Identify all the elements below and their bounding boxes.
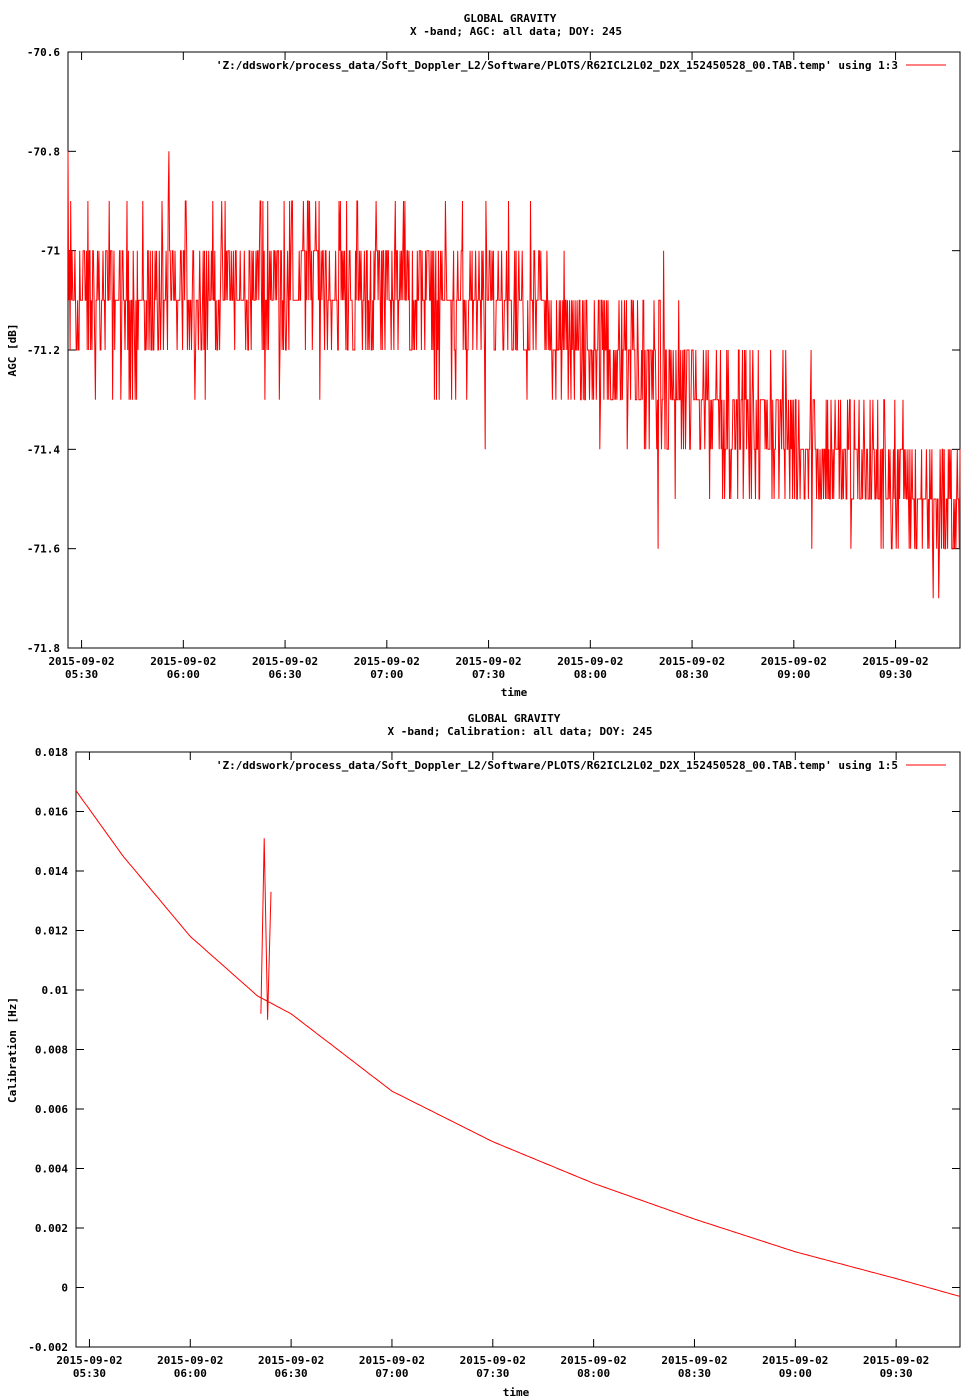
cal-y-ticks: 0.018 0.016 0.014 0.012 0.01 0.008 0.006 0.004 0…: [28, 746, 960, 1354]
agc-ytick-label: -71.6: [27, 543, 60, 556]
agc-xtick-date: 2015-09-02: [455, 655, 521, 668]
agc-xtick-date: 2015-09-02: [150, 655, 216, 668]
agc-y-ticks: -70.6 -70.8 -71 -71.2 -71.4 -71.6 -71.8: [27, 46, 960, 655]
cal-xtick-date: 2015-09-02: [561, 1354, 627, 1367]
cal-ytick-label: 0.014: [35, 865, 68, 878]
cal-ytick-label: 0.008: [35, 1044, 68, 1057]
cal-ytick-label: 0.012: [35, 925, 68, 938]
cal-xtick-date: 2015-09-02: [661, 1354, 727, 1367]
agc-ytick-label: -70.6: [27, 46, 60, 59]
agc-x-ticks: 2015-09-0205:302015-09-0206:002015-09-02…: [48, 52, 929, 681]
cal-xtick-date: 2015-09-02: [157, 1354, 223, 1367]
cal-xtick-date: 2015-09-02: [258, 1354, 324, 1367]
cal-y-axis-label: Calibration [Hz]: [6, 997, 19, 1103]
agc-xtick-date: 2015-09-02: [761, 655, 827, 668]
agc-xtick-date: 2015-09-02: [862, 655, 928, 668]
cal-xtick-time: 06:30: [275, 1367, 308, 1380]
cal-xtick-time: 05:30: [73, 1367, 106, 1380]
agc-xtick-time: 09:00: [777, 668, 810, 681]
agc-xtick-date: 2015-09-02: [48, 655, 114, 668]
agc-y-axis-label: AGC [dB]: [6, 324, 19, 377]
cal-xtick-time: 09:00: [779, 1367, 812, 1380]
agc-ytick-label: -71.4: [27, 443, 60, 456]
agc-x-axis-label: time: [501, 686, 528, 699]
cal-xtick-time: 08:30: [678, 1367, 711, 1380]
cal-ytick-label: 0: [61, 1282, 68, 1295]
cal-xtick-date: 2015-09-02: [863, 1354, 929, 1367]
cal-chart-subtitle: X -band; Calibration: all data; DOY: 245: [388, 725, 653, 738]
cal-ytick-label: -0.002: [28, 1341, 68, 1354]
agc-ytick-label: -71.8: [27, 642, 60, 655]
cal-xtick-time: 07:30: [476, 1367, 509, 1380]
cal-xtick-date: 2015-09-02: [56, 1354, 122, 1367]
agc-chart-subtitle: X -band; AGC: all data; DOY: 245: [410, 25, 622, 38]
cal-chart-title: GLOBAL GRAVITY: [468, 712, 561, 725]
agc-xtick-date: 2015-09-02: [252, 655, 318, 668]
cal-ytick-label: 0.006: [35, 1103, 68, 1116]
cal-xtick-time: 09:30: [880, 1367, 913, 1380]
agc-xtick-time: 08:00: [574, 668, 607, 681]
agc-ytick-label: -70.8: [27, 145, 60, 158]
cal-spike-line: [260, 838, 272, 1020]
agc-xtick-time: 08:30: [675, 668, 708, 681]
cal-ytick-label: 0.016: [35, 806, 68, 819]
cal-xtick-time: 06:00: [174, 1367, 207, 1380]
cal-xtick-date: 2015-09-02: [762, 1354, 828, 1367]
agc-ytick-label: -71.2: [27, 344, 60, 357]
cal-ytick-label: 0.002: [35, 1222, 68, 1235]
cal-x-axis-label: time: [503, 1386, 530, 1399]
agc-xtick-time: 09:30: [879, 668, 912, 681]
agc-chart: GLOBAL GRAVITY X -band; AGC: all data; D…: [6, 12, 961, 699]
agc-series-line: [67, 151, 961, 599]
agc-xtick-time: 06:30: [269, 668, 302, 681]
cal-series-line: [75, 790, 961, 1297]
agc-xtick-time: 07:00: [370, 668, 403, 681]
cal-ytick-label: 0.01: [42, 984, 69, 997]
agc-xtick-time: 05:30: [65, 668, 98, 681]
agc-xtick-date: 2015-09-02: [557, 655, 623, 668]
cal-plot-frame: [75, 751, 961, 1348]
agc-xtick-date: 2015-09-02: [659, 655, 725, 668]
cal-x-ticks: 2015-09-0205:302015-09-0206:002015-09-02…: [56, 752, 929, 1380]
cal-xtick-time: 07:00: [375, 1367, 408, 1380]
agc-xtick-time: 06:00: [167, 668, 200, 681]
cal-xtick-date: 2015-09-02: [460, 1354, 526, 1367]
cal-xtick-time: 08:00: [577, 1367, 610, 1380]
cal-legend-label: 'Z:/ddswork/process_data/Soft_Doppler_L2…: [216, 759, 898, 772]
cal-ytick-label: 0.018: [35, 746, 68, 759]
calibration-chart: GLOBAL GRAVITY X -band; Calibration: all…: [6, 712, 961, 1399]
cal-ytick-label: 0.004: [35, 1163, 68, 1176]
cal-xtick-date: 2015-09-02: [359, 1354, 425, 1367]
agc-ytick-label: -71: [40, 245, 60, 258]
agc-legend-label: 'Z:/ddswork/process_data/Soft_Doppler_L2…: [216, 59, 898, 72]
agc-chart-title: GLOBAL GRAVITY: [464, 12, 557, 25]
agc-xtick-date: 2015-09-02: [354, 655, 420, 668]
agc-xtick-time: 07:30: [472, 668, 505, 681]
